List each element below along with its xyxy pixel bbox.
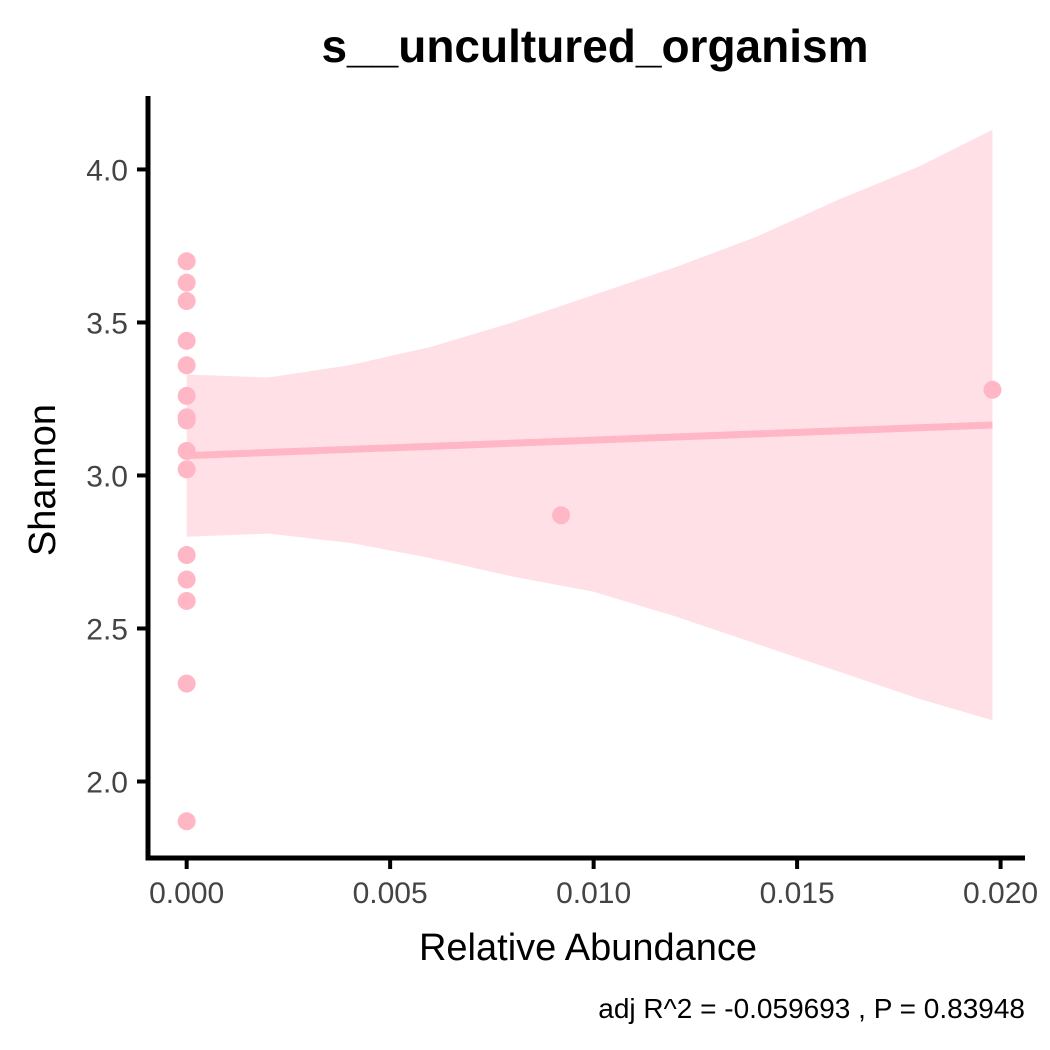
y-tick-label: 2.5 [86, 613, 128, 646]
data-point [177, 273, 196, 292]
x-tick-label: 0.005 [353, 877, 428, 910]
data-point [177, 411, 196, 430]
x-tick-label: 0.010 [556, 877, 631, 910]
y-axis-label: Shannon [22, 404, 64, 556]
fit-statistics-caption: adj R^2 = -0.059693 , P = 0.83948 [598, 993, 1025, 1024]
fit-line-layer [186, 421, 993, 460]
data-point [177, 591, 196, 610]
confidence-band [186, 129, 993, 721]
points-layer [177, 252, 1002, 831]
data-point [552, 506, 571, 525]
data-point [983, 380, 1002, 399]
y-tick-label: 3.0 [86, 460, 128, 493]
data-point [177, 674, 196, 693]
data-point [177, 812, 196, 831]
confidence-band-layer [186, 129, 993, 721]
y-tick-label: 4.0 [86, 154, 128, 187]
x-axis-label: Relative Abundance [419, 927, 757, 969]
chart-title: s__uncultured_organism [321, 20, 868, 72]
axes-layer [145, 96, 1025, 861]
y-tick-label: 3.5 [86, 307, 128, 340]
x-tick-label: 0.000 [149, 877, 224, 910]
regression-line [186, 421, 993, 460]
data-point [177, 570, 196, 589]
data-point [177, 546, 196, 565]
data-point [177, 292, 196, 311]
data-point [177, 331, 196, 350]
y-tick-label: 2.0 [86, 766, 128, 799]
x-ticks-layer: 0.000 0.005 0.010 0.015 0.020 [149, 858, 1038, 910]
data-point [177, 460, 196, 479]
data-point [177, 252, 196, 271]
data-point [177, 441, 196, 460]
data-point [177, 356, 196, 375]
data-point [177, 386, 196, 405]
x-tick-label: 0.015 [760, 877, 835, 910]
x-tick-label: 0.020 [963, 877, 1038, 910]
y-ticks-layer: 2.0 2.5 3.0 3.5 4.0 [86, 154, 148, 799]
